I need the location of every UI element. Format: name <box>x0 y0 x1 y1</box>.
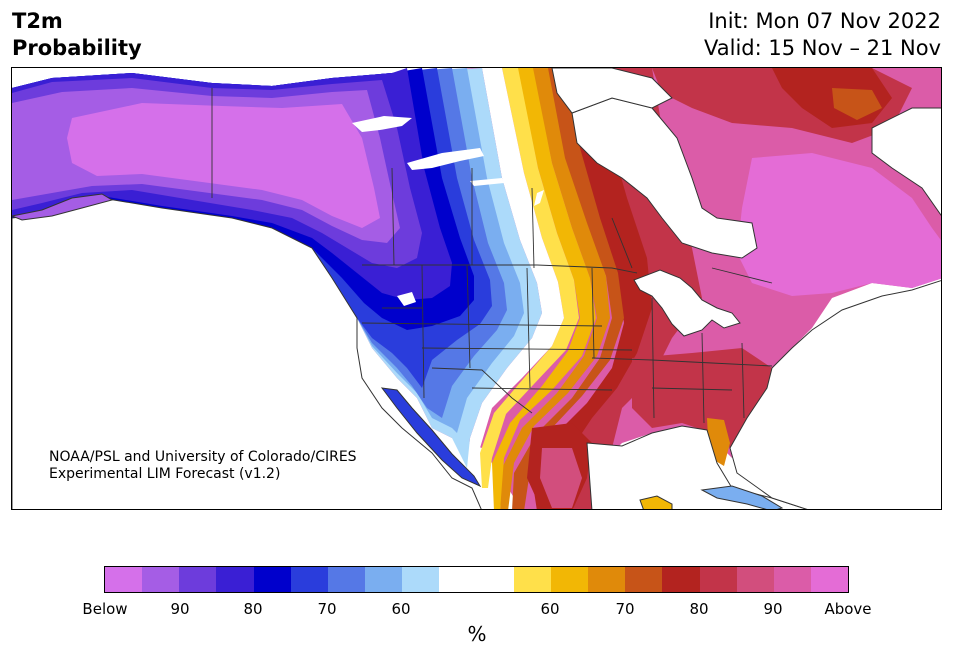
arctic-water <box>551 68 673 114</box>
gulf-of-mexico <box>586 425 808 509</box>
neutral-band <box>467 68 564 468</box>
init-date: Init: Mon 07 Nov 2022 <box>708 9 941 33</box>
baja-california <box>380 387 482 488</box>
colorbar-segment <box>327 567 366 592</box>
colorbar-tick-label: 60 <box>391 600 411 618</box>
above-80-southeast <box>632 348 772 448</box>
credit-line-1: NOAA/PSL and University of Colorado/CIRE… <box>49 449 357 465</box>
credit-line-2: Experimental LIM Forecast (v1.2) <box>49 466 281 482</box>
above-85-texas <box>540 448 582 508</box>
colorbar-unit-label: % <box>467 622 487 646</box>
colorbar-segment <box>476 567 514 592</box>
above-65-band <box>500 68 610 509</box>
colorbar-segment <box>253 567 291 592</box>
map-svg <box>12 68 941 509</box>
above-60-band <box>492 68 596 509</box>
great-bear-lake <box>352 116 412 132</box>
colorbar-segment <box>736 567 774 592</box>
yucatan <box>639 495 673 509</box>
colorbar-segment <box>810 567 849 592</box>
colorbar-segment <box>773 567 811 592</box>
credit-text: NOAA/PSL and University of Colorado/CIRE… <box>49 449 357 483</box>
probability-map <box>11 67 942 510</box>
hudson-bay <box>571 97 758 259</box>
below-extreme-band <box>67 103 380 228</box>
great-slave-lake <box>407 148 484 170</box>
colorbar-tick-label: 60 <box>540 600 560 618</box>
pacific-ocean <box>12 197 482 509</box>
colorbar-segment <box>513 567 551 592</box>
state-borders <box>211 88 773 424</box>
colorbar-segment <box>105 567 143 592</box>
above-70-band <box>512 68 624 509</box>
colorbar-tick-label: 80 <box>243 600 263 618</box>
title-line-2: Probability <box>12 36 142 60</box>
above-55-band <box>480 68 579 488</box>
valid-dates: Valid: 15 Nov – 21 Nov <box>704 36 941 60</box>
colorbar-segment <box>625 567 663 592</box>
atlantic-ocean <box>729 280 941 509</box>
colorbar-segment <box>402 567 440 592</box>
colorbar-segment <box>216 567 254 592</box>
colorbar-segment <box>439 567 477 592</box>
colorbar-tick-label: 80 <box>689 600 709 618</box>
colorbar-segment <box>179 567 217 592</box>
colorbar-segment <box>699 567 737 592</box>
great-salt-lake <box>397 292 416 306</box>
colorbar-tick-label: 70 <box>615 600 635 618</box>
labrador-sea <box>871 107 941 217</box>
forecast-dates: Init: Mon 07 Nov 2022 Valid: 15 Nov – 21… <box>704 8 941 62</box>
colorbar-segment <box>588 567 626 592</box>
colorbar-segment <box>365 567 403 592</box>
colorbar-tick-label: 90 <box>170 600 190 618</box>
colorbar <box>104 566 849 593</box>
colorbar-segment <box>290 567 328 592</box>
colorbar-tick-label: 90 <box>763 600 783 618</box>
colorbar-tick-label: 70 <box>317 600 337 618</box>
above-extreme-region <box>737 153 941 296</box>
above-70-arctic <box>832 88 882 120</box>
aleutian-islands <box>12 193 114 221</box>
map-title: T2m Probability <box>12 8 142 62</box>
colorbar-segment <box>662 567 700 592</box>
colorbar-segment <box>142 567 180 592</box>
title-line-1: T2m <box>12 9 63 33</box>
colorbar-tick-label: Above <box>824 600 872 618</box>
cuba <box>700 485 784 509</box>
lake-winnipeg <box>534 190 544 206</box>
lake-athabasca <box>470 178 504 186</box>
colorbar-tick-label: Below <box>82 600 128 618</box>
great-lakes <box>633 269 741 337</box>
colorbar-segment <box>550 567 589 592</box>
